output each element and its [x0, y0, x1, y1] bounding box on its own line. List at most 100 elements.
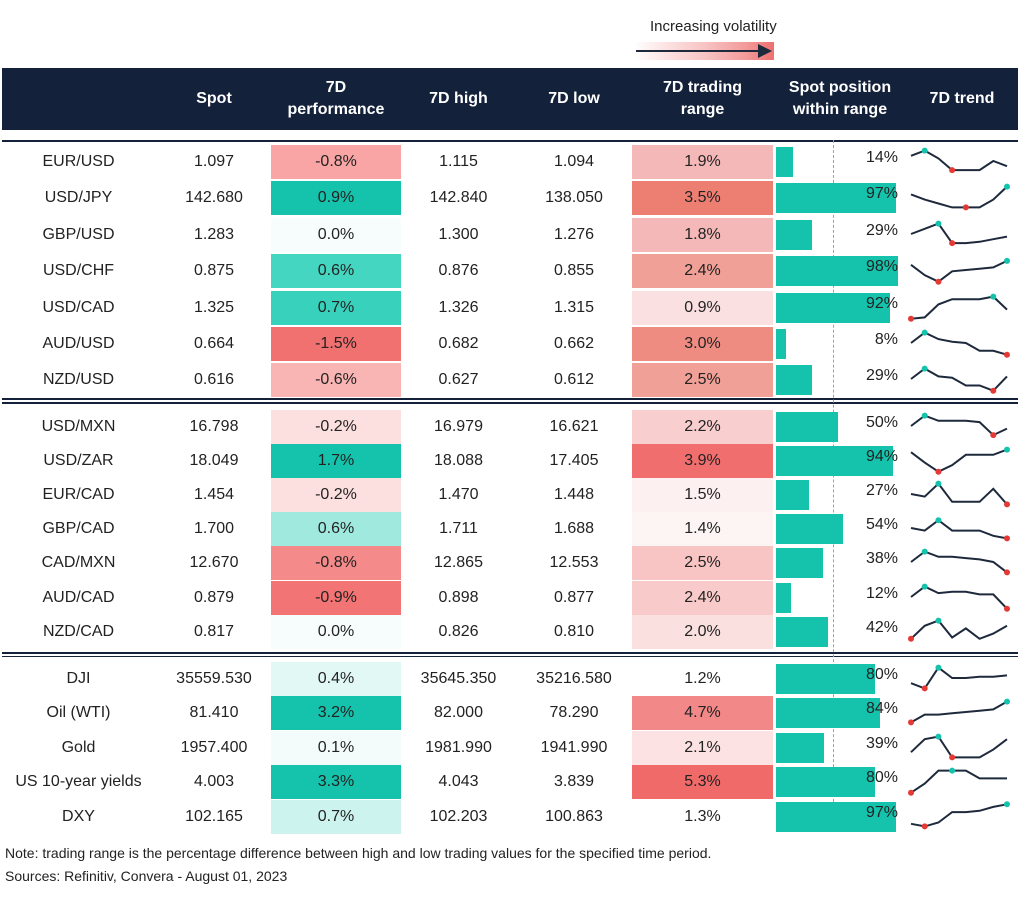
trend-high-point	[921, 548, 928, 555]
low-value: 0.662	[553, 335, 595, 352]
trend-line	[910, 482, 1008, 506]
performance-value: -0.6%	[271, 363, 401, 397]
high-value: 0.682	[438, 335, 479, 352]
trend-sparkline	[910, 365, 1008, 394]
trend-sparkline	[910, 664, 1008, 692]
position-value: 29%	[865, 222, 898, 239]
high-value: 0.627	[438, 371, 479, 388]
trend-low-point	[1004, 569, 1010, 576]
performance-value: 0.4%	[271, 662, 401, 696]
range-value: 1.8%	[632, 218, 773, 252]
position-value: 94%	[865, 448, 898, 465]
position-value: 54%	[865, 516, 898, 533]
pair-name: USD/CHF	[42, 262, 115, 279]
trend-sparkline	[910, 412, 1008, 439]
position-bar	[776, 548, 823, 578]
trend-sparkline	[910, 801, 1010, 830]
low-value: 0.810	[553, 623, 595, 640]
trend-line	[910, 550, 1008, 574]
high-value: 82.000	[434, 704, 483, 721]
volatility-legend-label: Increasing volatility	[650, 18, 777, 35]
low-value: 35216.580	[536, 670, 612, 687]
performance-value: -0.2%	[271, 478, 401, 512]
range-value: 2.4%	[632, 581, 773, 615]
trend-low-point	[949, 167, 956, 174]
low-value: 12.553	[549, 554, 599, 571]
trend-line	[910, 185, 1008, 209]
position-bar	[776, 256, 898, 286]
trend-high-point	[921, 583, 928, 590]
position-bar	[776, 220, 812, 250]
pair-name: US 10-year yields	[15, 773, 142, 790]
trend-line	[910, 585, 1008, 610]
trend-line	[910, 518, 1008, 540]
trend-low-point	[908, 789, 914, 796]
range-value: 2.1%	[632, 731, 773, 765]
trend-line	[910, 700, 1008, 724]
trend-sparkline	[910, 583, 1010, 612]
high-value: 102.203	[429, 808, 488, 825]
trend-line	[910, 367, 1008, 392]
pair-name: EUR/USD	[42, 153, 115, 170]
range-value: 3.0%	[632, 327, 773, 361]
range-value: 5.3%	[632, 765, 773, 799]
trend-line	[910, 414, 1008, 437]
trend-low-point	[949, 754, 956, 761]
range-value: 1.9%	[632, 145, 773, 179]
low-value: 16.621	[549, 418, 599, 435]
pair-header	[2, 68, 155, 130]
high-value: 4.043	[438, 773, 479, 790]
trend-high-point	[1004, 801, 1010, 808]
trend-low-point	[949, 240, 956, 247]
low-value: 0.855	[553, 262, 595, 279]
spot-value: 0.875	[193, 262, 235, 279]
spot-value: 0.664	[193, 335, 235, 352]
trend-high-point	[1004, 446, 1010, 453]
pair-name: Gold	[61, 739, 96, 756]
trend-line	[910, 666, 1008, 690]
position-bar	[776, 583, 791, 613]
performance-value: 0.6%	[271, 512, 401, 546]
position-bar	[776, 293, 890, 323]
position-bar	[776, 698, 880, 728]
trend-sparkline	[910, 480, 1010, 508]
position-bar	[776, 480, 809, 510]
low-value: 1941.990	[540, 739, 608, 756]
low-value: 1.315	[553, 299, 595, 316]
trend-low-point	[908, 315, 914, 322]
trend-low-point	[990, 387, 997, 394]
range-value: 2.0%	[632, 615, 773, 649]
low-value: 78.290	[549, 704, 599, 721]
performance-value: 0.7%	[271, 800, 401, 834]
trend-line	[910, 295, 1008, 320]
spot-value: 142.680	[185, 189, 243, 206]
trend-line	[910, 448, 1008, 473]
range-value: 2.4%	[632, 254, 773, 288]
pair-name: NZD/USD	[42, 371, 115, 388]
trend-low-point	[921, 685, 928, 692]
trend-high-point	[935, 517, 942, 524]
position-bar	[776, 767, 875, 797]
section-divider	[2, 652, 1018, 654]
trend-sparkline	[908, 617, 1008, 642]
performance-value: -0.2%	[271, 410, 401, 444]
trend-high-point	[949, 767, 956, 774]
pair-name: USD/MXN	[41, 418, 116, 435]
trend-line	[910, 735, 1008, 759]
high-value: 0.826	[438, 623, 479, 640]
performance-header: 7D performance	[287, 79, 385, 118]
spot-value: 1957.400	[180, 739, 248, 756]
position-value: 80%	[865, 666, 898, 683]
trend-line	[910, 803, 1008, 828]
high-value: 1.300	[438, 226, 479, 243]
position-bar	[776, 733, 824, 763]
low-value: 0.877	[553, 589, 595, 606]
trend-high-point	[935, 733, 942, 740]
high-value: 1.115	[439, 153, 478, 170]
low-value: 1.688	[553, 520, 595, 537]
spot-header: Spot	[196, 90, 232, 107]
pair-name: AUD/USD	[42, 335, 115, 352]
position-bar	[776, 183, 896, 213]
range-value: 2.5%	[632, 546, 773, 580]
performance-value: 0.1%	[271, 731, 401, 765]
